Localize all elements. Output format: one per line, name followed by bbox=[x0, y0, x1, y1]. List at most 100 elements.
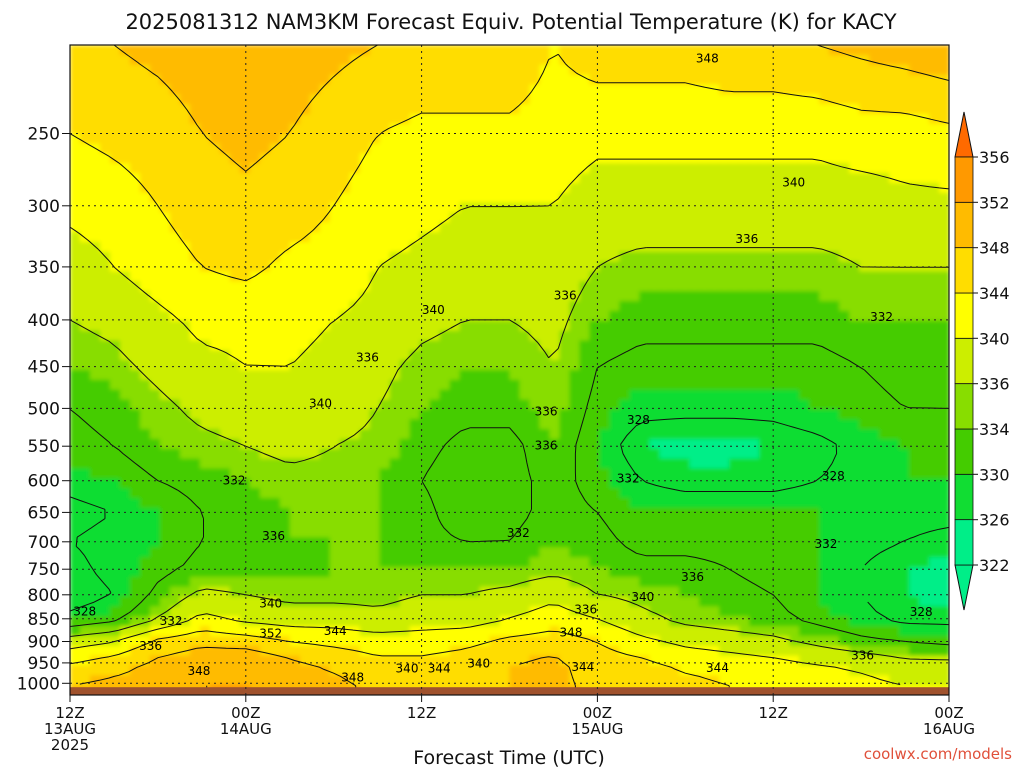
field-cell bbox=[259, 310, 271, 322]
field-cell bbox=[99, 438, 111, 450]
field-cell bbox=[499, 192, 511, 204]
field-cell bbox=[329, 399, 341, 411]
field-cell bbox=[499, 54, 511, 66]
field-cell bbox=[799, 419, 810, 430]
field-cell bbox=[899, 537, 910, 549]
field-cell bbox=[269, 458, 281, 470]
field-cell bbox=[749, 64, 761, 76]
field-cell bbox=[579, 547, 591, 558]
field-cell bbox=[399, 379, 411, 391]
field-cell bbox=[309, 84, 321, 96]
field-cell bbox=[249, 182, 261, 194]
field-cell bbox=[689, 517, 701, 529]
field-cell bbox=[709, 182, 721, 194]
field-cell bbox=[409, 596, 421, 608]
field-cell bbox=[239, 586, 251, 598]
field-cell bbox=[859, 576, 870, 588]
field-cell bbox=[749, 389, 761, 401]
field-cell bbox=[349, 537, 361, 549]
field-cell bbox=[399, 94, 411, 105]
field-cell bbox=[249, 251, 261, 263]
field-cell bbox=[209, 429, 221, 440]
field-cell bbox=[429, 360, 441, 371]
field-cell bbox=[889, 64, 900, 76]
field-cell bbox=[789, 281, 800, 293]
field-cell bbox=[299, 291, 311, 302]
field-cell bbox=[289, 576, 301, 588]
field-cell bbox=[339, 113, 351, 125]
field-cell bbox=[239, 173, 251, 184]
field-cell bbox=[389, 468, 401, 480]
field-cell bbox=[119, 409, 131, 421]
field-cell bbox=[89, 478, 101, 489]
field-cell bbox=[249, 123, 261, 135]
field-cell bbox=[759, 399, 771, 411]
field-cell bbox=[689, 271, 701, 283]
field-cell bbox=[549, 438, 561, 450]
field-cell bbox=[619, 557, 631, 568]
field-cell bbox=[109, 537, 121, 549]
field-cell bbox=[559, 291, 571, 302]
field-cell bbox=[699, 74, 711, 86]
field-cell bbox=[739, 271, 751, 283]
field-cell bbox=[369, 370, 381, 381]
field-cell bbox=[819, 74, 830, 86]
field-cell bbox=[79, 310, 91, 322]
field-cell bbox=[229, 291, 241, 302]
field-cell bbox=[889, 419, 900, 430]
field-cell bbox=[669, 64, 681, 76]
field-cell bbox=[179, 566, 191, 578]
field-cell bbox=[129, 340, 141, 352]
field-cell bbox=[669, 94, 681, 105]
field-cell bbox=[89, 104, 101, 115]
field-cell bbox=[389, 330, 401, 342]
field-cell bbox=[819, 202, 830, 214]
field-cell bbox=[389, 557, 401, 568]
field-cell bbox=[599, 64, 611, 76]
field-cell bbox=[739, 320, 751, 332]
field-cell bbox=[259, 488, 271, 499]
field-cell bbox=[149, 104, 161, 115]
field-cell bbox=[709, 370, 721, 381]
field-cell bbox=[269, 74, 281, 86]
field-cell bbox=[269, 586, 281, 598]
field-cell bbox=[879, 212, 890, 224]
field-cell bbox=[419, 301, 431, 312]
field-cell bbox=[519, 182, 531, 194]
field-cell bbox=[469, 232, 481, 243]
field-cell bbox=[579, 576, 591, 588]
field-cell bbox=[919, 547, 930, 558]
field-cell bbox=[629, 74, 641, 86]
field-cell bbox=[169, 340, 181, 352]
field-cell bbox=[269, 429, 281, 440]
field-cell bbox=[499, 94, 511, 105]
field-cell bbox=[579, 54, 591, 66]
field-cell bbox=[319, 537, 331, 549]
field-cell bbox=[599, 576, 611, 588]
field-cell bbox=[209, 54, 221, 66]
field-cell bbox=[879, 547, 890, 558]
field-cell bbox=[479, 133, 491, 145]
field-cell bbox=[819, 301, 830, 312]
field-cell bbox=[189, 320, 201, 332]
field-cell bbox=[549, 182, 561, 194]
field-cell bbox=[649, 182, 661, 194]
field-cell bbox=[739, 281, 751, 293]
field-cell bbox=[119, 379, 131, 391]
field-cell bbox=[769, 547, 780, 558]
field-cell bbox=[799, 429, 810, 440]
field-cell bbox=[659, 94, 671, 105]
field-cell bbox=[569, 507, 581, 519]
field-cell bbox=[689, 310, 701, 322]
field-cell bbox=[249, 153, 261, 164]
field-cell bbox=[409, 232, 421, 243]
field-cell bbox=[709, 547, 721, 558]
field-cell bbox=[89, 438, 101, 450]
field-cell bbox=[339, 409, 351, 421]
field-cell bbox=[219, 143, 231, 155]
field-cell bbox=[409, 153, 421, 164]
field-cell bbox=[379, 448, 391, 460]
field-cell bbox=[229, 251, 241, 263]
field-cell bbox=[459, 310, 471, 322]
field-cell bbox=[379, 113, 391, 125]
